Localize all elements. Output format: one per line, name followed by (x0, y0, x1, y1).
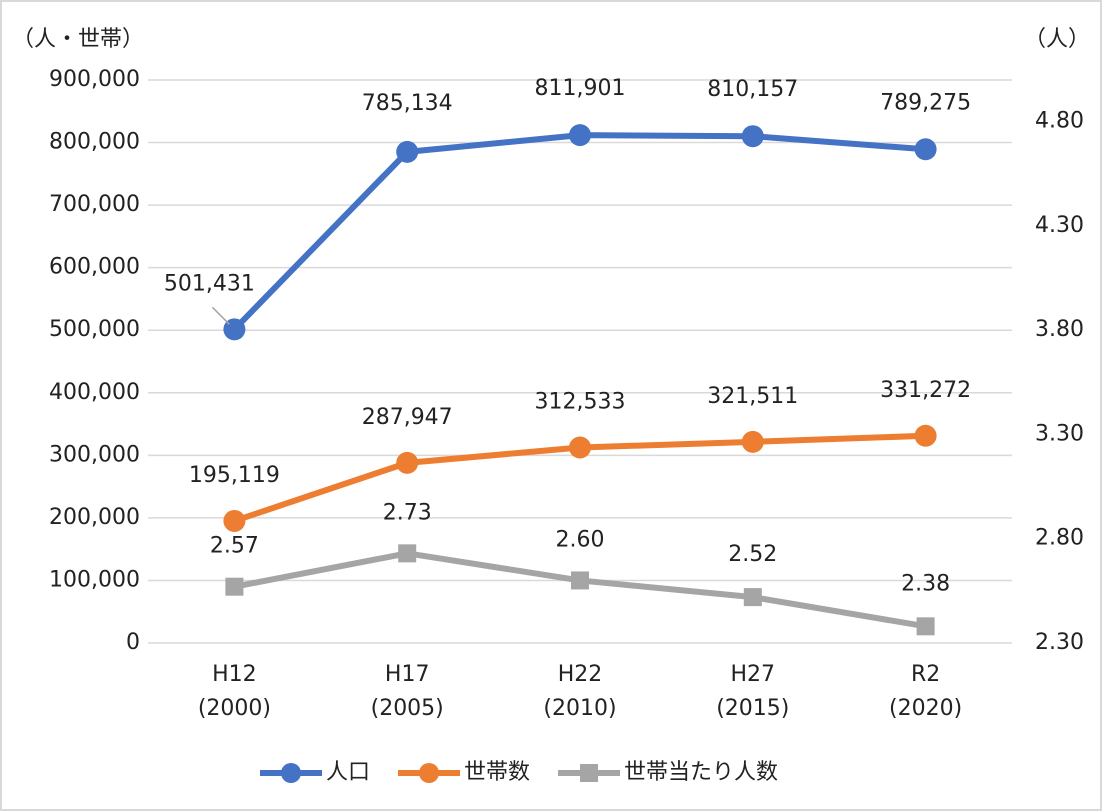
y2-tick-label: 2.80 (1035, 526, 1084, 551)
marker (223, 509, 246, 532)
marker (741, 430, 764, 453)
marker (571, 571, 589, 590)
legend-label: 世帯当たり人数 (624, 760, 778, 785)
y2-tick-label: 4.80 (1035, 109, 1084, 134)
marker (741, 125, 764, 148)
legend-marker (580, 764, 599, 782)
marker (225, 577, 244, 596)
y-tick-label: 100,000 (49, 567, 140, 592)
data-label: 810,157 (707, 77, 798, 102)
y-tick-label: 600,000 (49, 255, 140, 280)
data-label: 2.38 (901, 571, 950, 596)
y-tick-label: 400,000 (49, 380, 140, 405)
marker (398, 544, 417, 563)
data-label: 2.60 (556, 527, 605, 552)
marker (743, 588, 762, 607)
y-tick-label: 700,000 (49, 192, 140, 217)
y-tick-label: 900,000 (49, 67, 140, 92)
y2-tick-label: 2.30 (1035, 630, 1084, 655)
marker (914, 424, 937, 447)
marker (396, 140, 419, 163)
legend: 人口 世帯数 世帯当たり人数 (260, 760, 778, 785)
legend-label: 世帯数 (464, 760, 530, 785)
leader-line (211, 306, 230, 325)
y2-tick-label: 3.80 (1035, 317, 1084, 342)
y-tick-label: 0 (126, 630, 140, 655)
data-label: 331,272 (880, 378, 971, 403)
y2-tick-label: 3.30 (1035, 421, 1084, 446)
data-label: 195,119 (189, 463, 280, 488)
marker (396, 451, 419, 474)
x-tick-label: R2 (2020) (889, 662, 962, 721)
data-label: 2.57 (210, 534, 259, 559)
data-label: 2.52 (728, 542, 777, 567)
data-label: 287,947 (362, 405, 453, 430)
marker (914, 138, 937, 161)
y-tick-label: 800,000 (49, 130, 140, 155)
legend-marker (281, 763, 301, 783)
y-tick-label: 200,000 (49, 505, 140, 530)
data-label: 811,901 (535, 76, 626, 101)
x-tick-label: H12 (2000) (198, 662, 271, 721)
data-label: 501,431 (164, 271, 255, 296)
data-label: 785,134 (362, 91, 453, 116)
x-tick-label: H22 (2010) (543, 662, 616, 721)
x-tick-label: H17 (2005) (371, 662, 444, 721)
data-label: 321,511 (707, 384, 798, 409)
y2-axis-label: （人） (1024, 27, 1090, 52)
data-label: 312,533 (535, 389, 626, 414)
marker (569, 124, 591, 147)
y2-tick-label: 4.30 (1035, 213, 1084, 238)
y-axis-label: （人・世帯） (12, 27, 144, 52)
data-label: 789,275 (880, 90, 971, 115)
x-tick-label: H27 (2015) (716, 662, 789, 721)
marker (569, 436, 591, 459)
legend-marker (419, 763, 440, 783)
y-tick-label: 300,000 (49, 442, 140, 467)
marker (916, 617, 935, 636)
y-tick-label: 500,000 (49, 317, 140, 342)
legend-label: 人口 (326, 760, 370, 785)
data-label: 2.73 (383, 500, 432, 525)
